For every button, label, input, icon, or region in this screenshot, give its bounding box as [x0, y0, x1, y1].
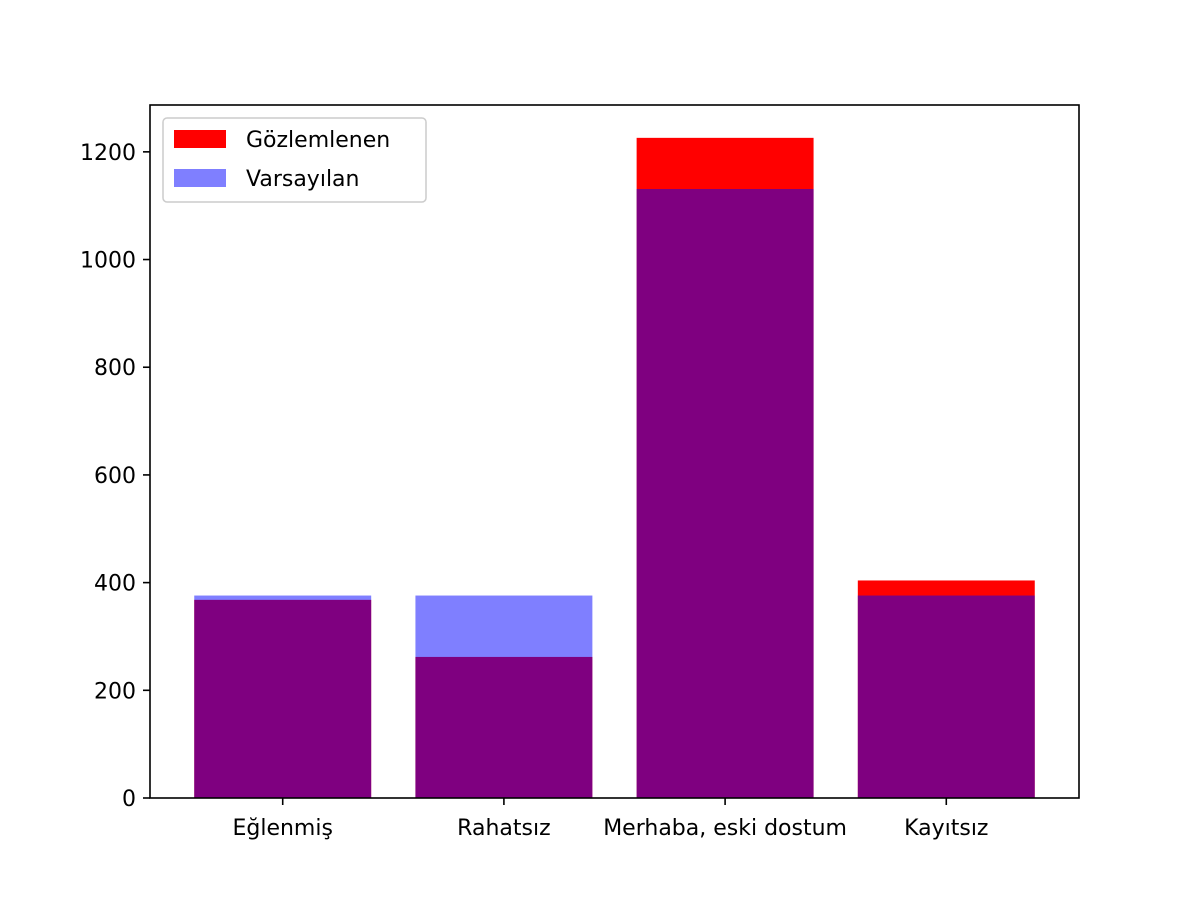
bars — [194, 137, 1035, 798]
axes-frame — [149, 104, 1080, 799]
y-tick-label: 800 — [94, 356, 136, 381]
y-tick-label: 0 — [122, 787, 136, 812]
x-axis: Eğlenmiş Rahatsız Merhaba, eski dostum Kayı… — [232, 798, 988, 841]
legend-swatch — [174, 169, 226, 187]
legend-label: Varsayılan — [246, 167, 359, 192]
legend-box — [162, 117, 427, 203]
bar-varsayılan-2 — [636, 189, 814, 798]
legend: Gözlemlenen Varsayılan — [162, 117, 427, 203]
x-tick-label: Rahatsız — [457, 816, 550, 841]
y-tick-label: 400 — [94, 572, 136, 597]
bar-varsayılan-1 — [415, 595, 593, 798]
x-tick-label: Eğlenmiş — [232, 816, 332, 841]
y-tick-label: 1200 — [80, 141, 136, 166]
y-tick-label: 600 — [94, 464, 136, 489]
y-tick-label: 1000 — [80, 249, 136, 274]
x-tick-label: Kayıtsız — [904, 816, 988, 841]
bar-varsayılan-3 — [857, 595, 1035, 798]
legend-label: Gözlemlenen — [246, 128, 390, 153]
bar-varsayılan-0 — [194, 595, 372, 798]
legend-swatch — [174, 130, 226, 148]
y-axis: 0 200 400 600 800 1000 1200 — [80, 141, 150, 812]
x-tick-label: Merhaba, eski dostum — [603, 816, 847, 841]
y-tick-label: 200 — [94, 679, 136, 704]
